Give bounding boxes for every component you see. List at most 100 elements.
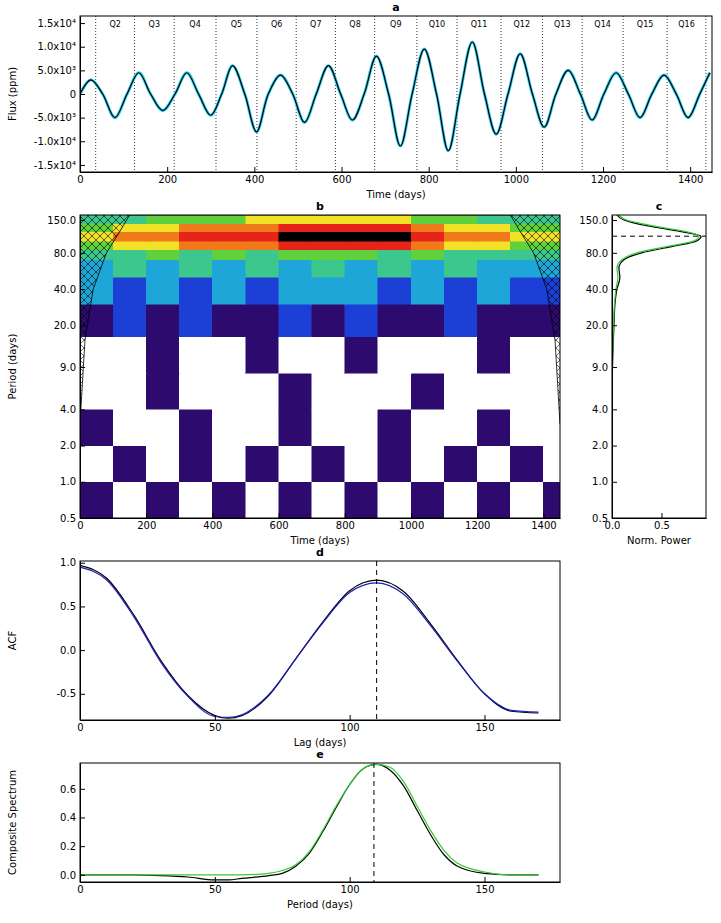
tick: 1.0: [592, 476, 617, 487]
quarter-label: Q14: [594, 20, 610, 29]
tick-mark: [80, 650, 85, 651]
heatmap-cell: [246, 277, 279, 304]
series-line: [80, 42, 710, 151]
heatmap-cell: [312, 409, 345, 445]
tick-label: 0: [77, 174, 83, 185]
heatmap-cell: [146, 260, 179, 278]
tick: 400: [245, 167, 264, 185]
heatmap-cell: [411, 241, 444, 249]
quarter-boundary: [705, 16, 706, 172]
tick-label: 80.0: [54, 248, 76, 259]
x-axis-title: Time (days): [365, 189, 425, 200]
y-axis: 0.00.20.40.6: [60, 764, 85, 883]
heatmap-cell: [179, 232, 212, 242]
panel: 02004006008001000120014000.51.02.04.09.0…: [7, 200, 561, 546]
tick-label: 1400: [678, 174, 703, 185]
heatmap-cell: [477, 446, 510, 482]
heatmap-cell: [146, 373, 179, 409]
heatmap-cell: [312, 337, 345, 373]
heatmap-cell: [179, 260, 212, 278]
heatmap-cell: [113, 446, 146, 482]
heatmap-cell: [477, 304, 510, 337]
tick-label: 0.5: [654, 520, 670, 531]
heatmap-cell: [279, 215, 312, 224]
quarter-boundary: [134, 16, 135, 172]
tick-label: 0: [77, 520, 83, 531]
tick-mark: [80, 789, 85, 790]
tick-label: 150.0: [47, 215, 76, 226]
quarter-label: Q5: [231, 20, 242, 29]
heatmap-cell: [444, 373, 477, 409]
heatmap-cell: [312, 250, 345, 260]
heatmap-cell: [279, 373, 312, 409]
heatmap-cell: [246, 337, 279, 373]
quarter-label: Q2: [109, 20, 120, 29]
tick-label: 0.4: [60, 812, 76, 823]
heatmap-cell: [477, 482, 510, 518]
quarter-boundary: [542, 16, 543, 172]
tick-mark: [80, 23, 85, 24]
tick-mark: [80, 409, 85, 410]
tick: 40.0: [586, 284, 617, 295]
series-line: [612, 215, 699, 518]
heatmap-cell: [510, 304, 543, 337]
heatmap-cell: [113, 277, 146, 304]
reference-line: [373, 763, 374, 882]
tick-mark: [612, 446, 617, 447]
tick: 100: [341, 877, 360, 895]
tick-mark: [80, 47, 85, 48]
tick-label: 0.2: [60, 841, 76, 852]
heatmap-cell: [246, 446, 279, 482]
tick-label: 1.0: [592, 476, 608, 487]
heatmap-cell: [146, 277, 179, 304]
tick-mark: [80, 518, 85, 519]
tick: 0.5: [592, 513, 617, 524]
heatmap-cell: [113, 304, 146, 337]
heatmap-cell: [543, 482, 560, 518]
heatmap-cell: [212, 409, 245, 445]
series-line: [80, 42, 710, 151]
tick: 20.0: [586, 320, 617, 331]
heatmap-cell: [279, 232, 312, 242]
tick-label: 150: [475, 884, 494, 895]
heatmap-cell: [312, 446, 345, 482]
tick-label: 1.0x10⁴: [37, 41, 76, 52]
tick: 1200: [465, 513, 490, 531]
tick-label: 0.5: [592, 513, 608, 524]
tick-mark: [612, 482, 617, 483]
tick-label: 0: [77, 884, 83, 895]
axis-line: [81, 518, 561, 519]
quarter-boundary: [623, 16, 624, 172]
heatmap-cell: [113, 260, 146, 278]
tick-label: 200: [137, 520, 156, 531]
series-line: [612, 215, 701, 518]
heatmap-cell: [146, 337, 179, 373]
panel: 050100150-0.50.00.51.0dLag (days)ACF: [7, 546, 561, 748]
tick-mark: [80, 482, 85, 483]
panel-label: c: [656, 200, 663, 213]
y-axis: 0.51.02.04.09.020.040.080.0150.0: [47, 215, 85, 524]
quarter-boundary: [335, 16, 336, 172]
heatmap-cell: [113, 250, 146, 260]
heatmap-cell: [279, 337, 312, 373]
tick-label: 0.0: [60, 870, 76, 881]
heatmap-cell: [378, 215, 411, 224]
y-axis-title: ACF: [7, 631, 18, 651]
heatmap-cell: [312, 260, 345, 278]
tick-label: 20.0: [586, 320, 608, 331]
quarter-boundary: [374, 16, 375, 172]
plot-frame: [80, 561, 560, 720]
heatmap-cell: [477, 409, 510, 445]
y-axis-title: Period (days): [7, 334, 18, 400]
axis-line: [613, 518, 707, 519]
heatmap-cell: [312, 241, 345, 249]
heatmap-cell: [477, 337, 510, 373]
heatmap-cell: [113, 409, 146, 445]
heatmap-cell: [212, 304, 245, 337]
heatmap-cell: [411, 224, 444, 232]
tick-mark: [167, 167, 168, 172]
tick-label: 9.0: [60, 362, 76, 373]
tick-label: 150.0: [579, 215, 608, 226]
heatmap-cell: [477, 277, 510, 304]
tick-mark: [484, 877, 485, 882]
